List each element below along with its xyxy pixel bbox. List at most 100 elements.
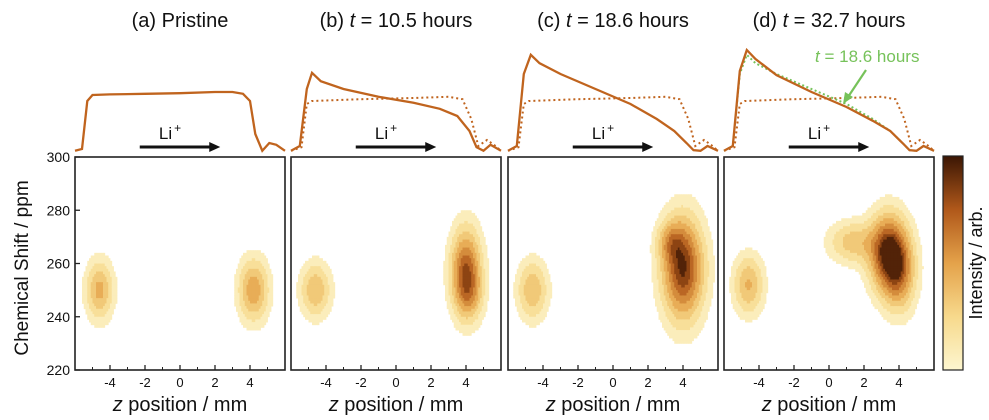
heatmap-cell	[267, 303, 270, 307]
heatmap-cell	[700, 247, 703, 251]
heatmap-cell	[466, 327, 469, 331]
heatmap-cell	[752, 292, 755, 296]
heatmap-cell	[690, 202, 693, 206]
heatmap-cell	[110, 308, 113, 312]
heatmap-cell	[679, 234, 682, 238]
heatmap-cell	[82, 276, 85, 280]
heatmap-cell	[658, 223, 661, 227]
heatmap-cell	[305, 308, 308, 312]
heatmap-cell	[690, 212, 693, 216]
heatmap-cell	[520, 274, 523, 278]
heatmap-cell	[333, 290, 336, 294]
heatmap-cell	[546, 271, 549, 275]
heatmap-cell	[317, 282, 320, 286]
heatmap-cell	[702, 218, 705, 222]
heatmap-cell	[320, 298, 323, 302]
heatmap-cell	[530, 287, 533, 291]
heatmap-cell	[476, 244, 479, 248]
heatmap-cell	[241, 255, 244, 259]
heatmap-cell	[750, 287, 753, 291]
heatmap-cell	[246, 322, 249, 326]
heatmap-cell	[536, 258, 539, 262]
heatmap-cell	[258, 274, 261, 278]
heatmap-cell	[681, 276, 684, 280]
heatmap-cell	[702, 234, 705, 238]
heatmap-cell	[674, 194, 677, 198]
heatmap-cell	[255, 319, 258, 323]
heatmap-cell	[92, 316, 95, 320]
heatmap-cell	[237, 279, 240, 283]
heatmap-cell	[271, 287, 274, 291]
heatmap-cell	[676, 266, 679, 270]
heatmap-cell	[537, 258, 540, 262]
heatmap-cell	[684, 298, 687, 302]
heatmap-cell	[679, 260, 682, 264]
heatmap-cell	[460, 255, 463, 259]
heatmap-cell	[253, 255, 256, 259]
heatmap-cell	[753, 300, 756, 304]
heatmap-cell	[676, 279, 679, 283]
heatmap-cell	[89, 287, 92, 291]
heatmap-cell	[329, 268, 332, 272]
heatmap-cell	[453, 314, 456, 318]
heatmap-cell	[684, 274, 687, 278]
heatmap-cell	[457, 279, 460, 283]
heatmap-cell	[262, 308, 265, 312]
heatmap-cell	[684, 244, 687, 248]
heatmap-cell	[536, 295, 539, 299]
heatmap-cell	[474, 223, 477, 227]
heatmap-cell	[697, 268, 700, 272]
heatmap-cell	[483, 271, 486, 275]
heatmap-cell	[481, 239, 484, 243]
heatmap-cell	[731, 279, 734, 283]
heatmap-cell	[690, 287, 693, 291]
heatmap-cell	[683, 218, 686, 222]
heatmap-cell	[262, 322, 265, 326]
heatmap-cell	[670, 276, 673, 280]
heatmap-cell	[681, 324, 684, 328]
heatmap-cell	[476, 322, 479, 326]
heatmap-cell	[265, 260, 268, 264]
heatmap-cell	[471, 287, 474, 291]
heatmap-cell	[255, 327, 258, 331]
heatmap-cell	[460, 279, 463, 283]
heatmap-cell	[536, 284, 539, 288]
heatmap-cell	[679, 306, 682, 310]
heatmap-cell	[305, 290, 308, 294]
heatmap-cell	[258, 287, 261, 291]
heatmap-cell	[299, 279, 302, 283]
heatmap-cell	[478, 226, 481, 230]
li-arrow-label: Li +	[592, 121, 614, 143]
heatmap-cell	[688, 239, 691, 243]
li-arrow-head	[209, 142, 221, 152]
heatmap-cell	[258, 266, 261, 270]
heatmap-cell	[658, 314, 661, 318]
heatmap-cell	[478, 279, 481, 283]
heatmap-cell	[757, 311, 760, 315]
heatmap-cell	[103, 306, 106, 310]
heatmap-cell	[700, 242, 703, 246]
heatmap-cell	[319, 303, 322, 307]
heatmap-cell	[103, 308, 106, 312]
heatmap-cell	[755, 276, 758, 280]
heatmap-cell	[653, 226, 656, 230]
heatmap-cell	[455, 298, 458, 302]
heatmap-cell	[469, 250, 472, 254]
heatmap-cell	[92, 322, 95, 326]
heatmap-cell	[762, 306, 765, 310]
heatmap-cell	[527, 287, 530, 291]
heatmap-cell	[655, 255, 658, 259]
heatmap-cell	[320, 263, 323, 267]
heatmap-cell	[250, 271, 253, 275]
heatmap-cell	[306, 268, 309, 272]
heatmap-cell	[653, 252, 656, 256]
heatmap-cell	[532, 255, 535, 259]
heatmap-cell	[518, 298, 521, 302]
heatmap-cell	[319, 266, 322, 270]
heatmap-cell	[106, 284, 109, 288]
heatmap-cell	[695, 250, 698, 254]
heatmap-cell	[755, 311, 758, 315]
heatmap-cell	[537, 284, 540, 288]
heatmap-cell	[485, 271, 488, 275]
heatmap-cell	[665, 282, 668, 286]
